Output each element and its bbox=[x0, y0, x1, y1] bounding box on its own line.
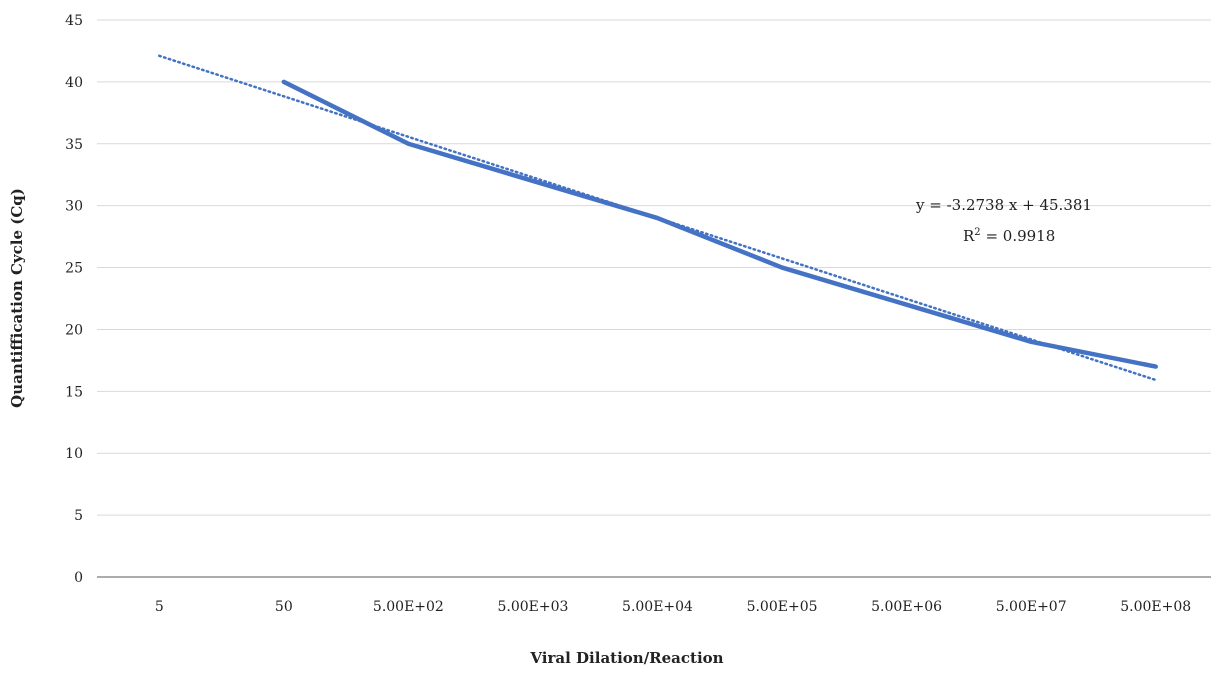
r-squared-label: R2 = 0.9918 bbox=[963, 227, 1055, 245]
x-tick-label: 5.00E+05 bbox=[747, 599, 818, 615]
trendline-layer bbox=[158, 54, 1157, 382]
y-tick-label: 0 bbox=[74, 570, 83, 586]
y-tick-label: 45 bbox=[65, 13, 83, 29]
r-squared-prefix: R bbox=[963, 227, 975, 245]
y-tick-label: 10 bbox=[65, 446, 83, 462]
y-tick-label: 30 bbox=[65, 199, 83, 215]
r-squared-superscript: 2 bbox=[974, 227, 980, 238]
y-tick-label: 20 bbox=[65, 322, 83, 338]
x-tick-labels: 5 50 5.00E+02 5.00E+03 5.00E+04 5.00E+05 5.00E… bbox=[155, 599, 1191, 615]
trendline bbox=[158, 54, 1157, 382]
y-tick-labels: 0 5 10 15 20 25 30 35 40 45 bbox=[65, 13, 83, 586]
x-tick-label: 5.00E+06 bbox=[871, 599, 942, 615]
y-tick-label: 35 bbox=[65, 137, 83, 153]
x-tick-label: 50 bbox=[275, 599, 293, 615]
y-tick-label: 25 bbox=[65, 261, 83, 277]
y-tick-label: 15 bbox=[65, 384, 83, 400]
y-axis-title: Quantiffication Cycle (Cq) bbox=[8, 188, 26, 408]
y-tick-label: 40 bbox=[65, 75, 83, 91]
series-layer bbox=[281, 79, 1158, 369]
x-tick-label: 5.00E+04 bbox=[622, 599, 693, 615]
r-squared-value: = 0.9918 bbox=[981, 227, 1056, 245]
y-tick-label: 5 bbox=[74, 508, 83, 524]
grid-lines bbox=[97, 19, 1211, 516]
x-tick-label: 5.00E+02 bbox=[373, 599, 444, 615]
x-tick-label: 5.00E+03 bbox=[497, 599, 568, 615]
x-tick-label: 5.00E+07 bbox=[996, 599, 1067, 615]
x-axis-title: Viral Dilation/Reaction bbox=[529, 649, 723, 667]
trendline-equation: y = -3.2738 x + 45.381 bbox=[915, 196, 1092, 214]
x-tick-label: 5 bbox=[155, 599, 164, 615]
series-line bbox=[281, 79, 1158, 369]
x-tick-label: 5.00E+08 bbox=[1120, 599, 1191, 615]
